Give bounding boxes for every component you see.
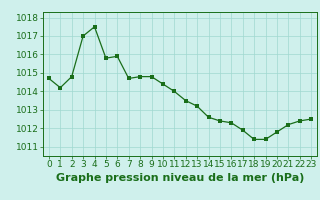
- X-axis label: Graphe pression niveau de la mer (hPa): Graphe pression niveau de la mer (hPa): [56, 173, 304, 183]
